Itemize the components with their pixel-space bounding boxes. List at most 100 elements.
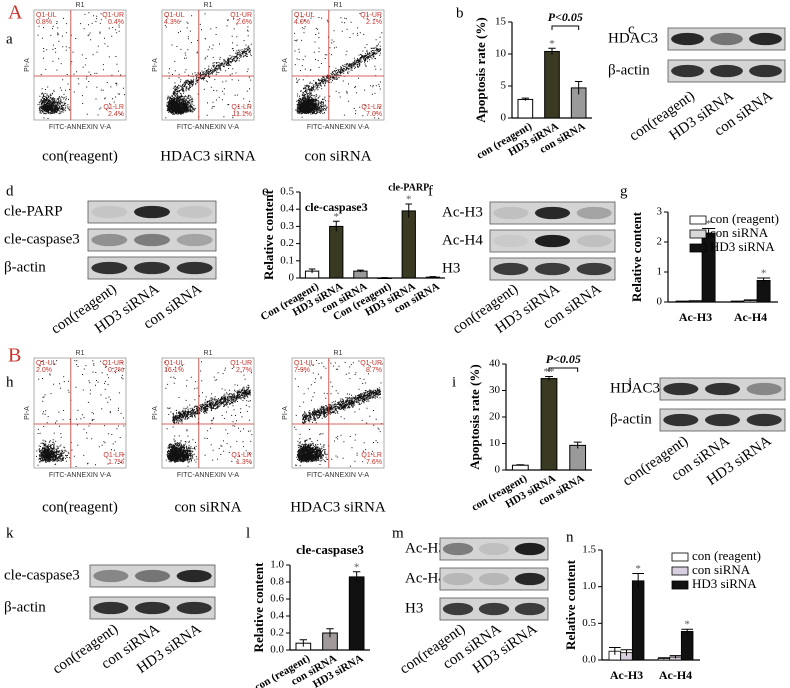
blot-band — [493, 206, 529, 220]
panel-letter: n — [566, 529, 574, 545]
error-bar — [730, 300, 744, 302]
quadrant-percent: 2.4% — [108, 111, 124, 118]
blot-strip — [439, 567, 549, 591]
y-axis-label: Relative content — [629, 211, 644, 302]
bar — [680, 631, 694, 661]
panel-letter: k — [6, 525, 14, 541]
blot-band — [176, 205, 213, 219]
y-tick-label: 0.2 — [270, 627, 284, 639]
quadrant-percent: 1.7% — [108, 459, 124, 466]
y-tick-label: 1.5 — [582, 544, 596, 556]
y-tick-label: 0 — [495, 464, 501, 476]
error-bar — [675, 300, 689, 302]
blot-row-label: cle-PARP — [4, 203, 63, 219]
blot-band — [710, 64, 743, 78]
legend-swatch — [671, 580, 689, 590]
quadrant-percent: 0.8% — [36, 19, 52, 26]
significance-mark: * — [354, 561, 360, 573]
y-axis-label: Relative content — [563, 559, 578, 650]
error-bar — [353, 571, 361, 582]
gate-label: R1 — [76, 2, 85, 9]
quadrant-name: Q1-UR — [102, 12, 124, 19]
error-bar — [548, 47, 556, 55]
legend-label: HD3 siRNA — [710, 239, 775, 254]
blot-row-label: β-actin — [4, 599, 46, 615]
plot-caption: HDAC3 siRNA — [160, 148, 256, 164]
y-tick-label: 15 — [495, 16, 507, 28]
group-label: cle-PARP — [388, 182, 429, 193]
blot-band — [91, 233, 128, 247]
y-tick-label: 40 — [489, 358, 501, 370]
bar — [540, 378, 558, 471]
quadrant-name: Q1-UR — [102, 360, 124, 367]
y-tick-label: 1.0 — [582, 580, 596, 592]
scatter-dots — [164, 13, 252, 119]
scatter-dots — [294, 12, 383, 119]
quadrant-name: Q1-UR — [230, 12, 252, 19]
y-tick-label: 1.0 — [270, 559, 284, 571]
plot-caption: con(reagent) — [42, 148, 118, 164]
error-bar — [609, 647, 621, 655]
blot-row-label: H3 — [405, 600, 423, 616]
legend-label: con (reagent) — [692, 548, 761, 563]
quadrant-percent: 4.3% — [164, 19, 180, 26]
error-bar — [632, 572, 644, 589]
quadrant-name: Q1-LR — [231, 104, 252, 111]
blot-band — [478, 602, 510, 616]
plot-frame — [161, 9, 255, 121]
error-bar — [521, 97, 529, 101]
quadrant-name: Q1-LR — [361, 452, 382, 459]
blot-strip — [87, 228, 217, 252]
y-tick-label: 0.2 — [280, 237, 294, 249]
panel-letter: g — [620, 183, 628, 199]
significance-bracket — [551, 25, 580, 30]
blot-row-label: HDAC3 — [608, 30, 658, 46]
blot-row-label: β-actin — [608, 62, 650, 78]
y-axis-label: Relative content — [261, 189, 276, 280]
blot-band — [746, 413, 782, 427]
significance-bracket — [548, 367, 579, 372]
y-tick-label: 3 — [657, 206, 663, 218]
blot-row-label: cle-caspase3 — [4, 567, 80, 583]
plot-caption: con siRNA — [174, 499, 241, 515]
y-tick-label: 10 — [495, 48, 507, 60]
blot-band — [705, 413, 740, 427]
y-tick-label: 1 — [657, 266, 663, 278]
legend-swatch — [689, 215, 707, 225]
error-bar — [743, 299, 758, 302]
bar — [517, 98, 534, 119]
significance-mark: * — [549, 38, 555, 50]
y-tick-label: 0.0 — [582, 654, 596, 666]
blot-band — [514, 542, 546, 556]
blot-band — [134, 205, 170, 219]
blot-band — [176, 261, 213, 275]
blot-band — [710, 32, 743, 46]
x-tick-label: Ac-H4 — [734, 310, 767, 324]
blot-band — [514, 602, 546, 616]
quadrant-name: Q1-UL — [36, 360, 57, 367]
y-tick-label: 2 — [657, 236, 663, 248]
blot-row-label: Ac-H3 — [442, 204, 483, 220]
legend-swatch — [689, 243, 707, 253]
axis-label: FITC-ANNEXIN V-A — [49, 472, 112, 479]
quadrant-name: Q1-LR — [361, 104, 382, 111]
blot-band — [663, 382, 699, 396]
blot-band — [134, 261, 170, 275]
blot-band — [663, 413, 699, 427]
blot-band — [176, 569, 212, 583]
significance-mark: * — [706, 218, 712, 230]
blot-row-label: β-actin — [610, 411, 652, 427]
significance-mark: * — [334, 211, 340, 223]
error-bar — [757, 277, 771, 283]
quadrant-percent: 2.0% — [36, 367, 52, 374]
panel-letter: i — [452, 374, 456, 390]
blot-band — [135, 569, 170, 583]
blot-band — [535, 206, 570, 220]
quadrant-percent: 7.6% — [366, 459, 382, 466]
y-tick-label: 0.4 — [280, 203, 294, 215]
scatter-dots — [36, 360, 125, 467]
quadrant-name: Q1-LR — [103, 104, 124, 111]
blot-row-label: Ac-H4 — [442, 232, 483, 248]
legend-label: con (reagent) — [710, 211, 779, 226]
